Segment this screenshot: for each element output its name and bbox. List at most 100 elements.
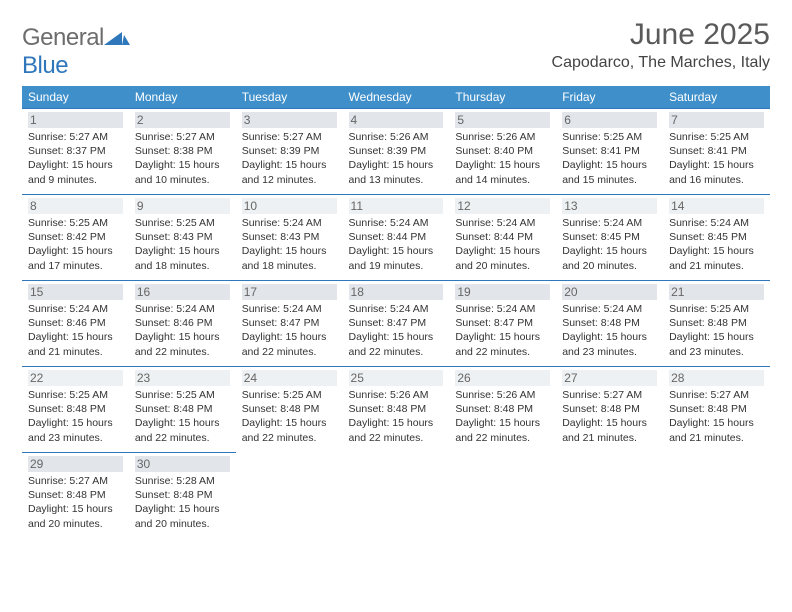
day-cell [663, 453, 770, 539]
daylight-line: and 22 minutes. [455, 345, 550, 359]
daylight-line: Daylight: 15 hours [349, 330, 444, 344]
sunrise-line: Sunrise: 5:25 AM [242, 388, 337, 402]
day-cell: 29 Sunrise: 5:27 AMSunset: 8:48 PMDayligh… [22, 453, 129, 539]
daylight-line: and 15 minutes. [562, 173, 657, 187]
day-cell: 17Sunrise: 5:24 AMSunset: 8:47 PMDayligh… [236, 281, 343, 367]
daylight-line: and 20 minutes. [135, 517, 230, 531]
daylight-line: Daylight: 15 hours [562, 330, 657, 344]
week-row: 29Sunrise: 5:27 AMSunset: 8:48 PMDayligh… [22, 453, 770, 539]
week-row: 22Sunrise: 5:25 AMSunset: 8:48 PMDayligh… [22, 367, 770, 453]
sunset-line: Sunset: 8:45 PM [562, 230, 657, 244]
day-number: 5 [455, 112, 550, 128]
sunrise-line: Sunrise: 5:24 AM [455, 302, 550, 316]
daylight-line: and 22 minutes. [242, 345, 337, 359]
day-number: 12 [455, 198, 550, 214]
daylight-line: and 20 minutes. [28, 517, 123, 531]
day-number: 1 [28, 112, 123, 128]
daylight-line: Daylight: 15 hours [135, 502, 230, 516]
sunrise-line: Sunrise: 5:24 AM [28, 302, 123, 316]
day-cell: 18Sunrise: 5:24 AMSunset: 8:47 PMDayligh… [343, 281, 450, 367]
dow-friday: Friday [556, 86, 663, 109]
sunrise-line: Sunrise: 5:25 AM [135, 216, 230, 230]
daylight-line: Daylight: 15 hours [28, 416, 123, 430]
daylight-line: and 18 minutes. [242, 259, 337, 273]
day-number: 2 [135, 112, 230, 128]
sunset-line: Sunset: 8:48 PM [455, 402, 550, 416]
sunset-line: Sunset: 8:48 PM [28, 488, 123, 502]
day-number: 10 [242, 198, 337, 214]
day-cell: 26Sunrise: 5:26 AMSunset: 8:48 PMDayligh… [449, 367, 556, 453]
sunrise-line: Sunrise: 5:24 AM [455, 216, 550, 230]
sunrise-line: Sunrise: 5:27 AM [28, 130, 123, 144]
sunrise-line: Sunrise: 5:27 AM [562, 388, 657, 402]
dow-sunday: Sunday [22, 86, 129, 109]
daylight-line: and 21 minutes. [562, 431, 657, 445]
daylight-line: Daylight: 15 hours [242, 158, 337, 172]
day-number: 15 [28, 284, 123, 300]
sunrise-line: Sunrise: 5:25 AM [28, 388, 123, 402]
sunrise-line: Sunrise: 5:27 AM [28, 474, 123, 488]
daylight-line: and 23 minutes. [562, 345, 657, 359]
sunset-line: Sunset: 8:48 PM [349, 402, 444, 416]
day-cell: 8Sunrise: 5:25 AMSunset: 8:42 PMDaylight… [22, 195, 129, 281]
sunrise-line: Sunrise: 5:24 AM [669, 216, 764, 230]
daylight-line: Daylight: 15 hours [135, 416, 230, 430]
sunrise-line: Sunrise: 5:25 AM [669, 130, 764, 144]
sunrise-line: Sunrise: 5:25 AM [135, 388, 230, 402]
daylight-line: and 18 minutes. [135, 259, 230, 273]
day-number: 3 [242, 112, 337, 128]
day-cell: 3 Sunrise: 5:27 AMSunset: 8:39 PMDaylight… [236, 109, 343, 195]
daylight-line: Daylight: 15 hours [349, 244, 444, 258]
daylight-line: Daylight: 15 hours [562, 416, 657, 430]
day-number: 29 [28, 456, 123, 472]
dow-tuesday: Tuesday [236, 86, 343, 109]
daylight-line: and 10 minutes. [135, 173, 230, 187]
header: GeneralBlue June 2025 Capodarco, The Mar… [22, 18, 770, 80]
daylight-line: Daylight: 15 hours [349, 158, 444, 172]
daylight-line: and 19 minutes. [349, 259, 444, 273]
daylight-line: and 17 minutes. [28, 259, 123, 273]
day-cell: 12Sunrise: 5:24 AMSunset: 8:44 PMDayligh… [449, 195, 556, 281]
day-cell: 28Sunrise: 5:27 AMSunset: 8:48 PMDayligh… [663, 367, 770, 453]
day-cell: 19Sunrise: 5:24 AMSunset: 8:47 PMDayligh… [449, 281, 556, 367]
day-cell [556, 453, 663, 539]
daylight-line: and 21 minutes. [28, 345, 123, 359]
day-number: 22 [28, 370, 123, 386]
sunset-line: Sunset: 8:38 PM [135, 144, 230, 158]
day-number: 13 [562, 198, 657, 214]
daylight-line: Daylight: 15 hours [28, 244, 123, 258]
day-cell: 21Sunrise: 5:25 AMSunset: 8:48 PMDayligh… [663, 281, 770, 367]
daylight-line: and 13 minutes. [349, 173, 444, 187]
week-row: 8Sunrise: 5:25 AMSunset: 8:42 PMDaylight… [22, 195, 770, 281]
sunrise-line: Sunrise: 5:24 AM [135, 302, 230, 316]
day-cell: 13Sunrise: 5:24 AMSunset: 8:45 PMDayligh… [556, 195, 663, 281]
daylight-line: Daylight: 15 hours [455, 158, 550, 172]
sunrise-line: Sunrise: 5:27 AM [242, 130, 337, 144]
sunset-line: Sunset: 8:47 PM [242, 316, 337, 330]
day-number: 9 [135, 198, 230, 214]
logo-triangle-icon [104, 24, 130, 51]
daylight-line: and 23 minutes. [28, 431, 123, 445]
sunrise-line: Sunrise: 5:24 AM [562, 216, 657, 230]
day-number: 28 [669, 370, 764, 386]
day-cell: 9Sunrise: 5:25 AMSunset: 8:43 PMDaylight… [129, 195, 236, 281]
sunset-line: Sunset: 8:39 PM [242, 144, 337, 158]
day-cell [236, 453, 343, 539]
day-cell [343, 453, 450, 539]
day-number: 6 [562, 112, 657, 128]
sunset-line: Sunset: 8:48 PM [562, 402, 657, 416]
daylight-line: and 14 minutes. [455, 173, 550, 187]
calendar-grid: Sunday Monday Tuesday Wednesday Thursday… [22, 86, 770, 539]
daylight-line: Daylight: 15 hours [242, 416, 337, 430]
daylight-line: and 22 minutes. [135, 345, 230, 359]
day-number: 21 [669, 284, 764, 300]
day-number: 7 [669, 112, 764, 128]
dow-monday: Monday [129, 86, 236, 109]
daylight-line: Daylight: 15 hours [28, 502, 123, 516]
day-cell: 1Sunrise: 5:27 AMSunset: 8:37 PMDaylight… [22, 109, 129, 195]
day-number: 19 [455, 284, 550, 300]
title-block: June 2025 Capodarco, The Marches, Italy [552, 18, 770, 72]
sunset-line: Sunset: 8:41 PM [669, 144, 764, 158]
month-title: June 2025 [552, 18, 770, 52]
sunset-line: Sunset: 8:46 PM [28, 316, 123, 330]
